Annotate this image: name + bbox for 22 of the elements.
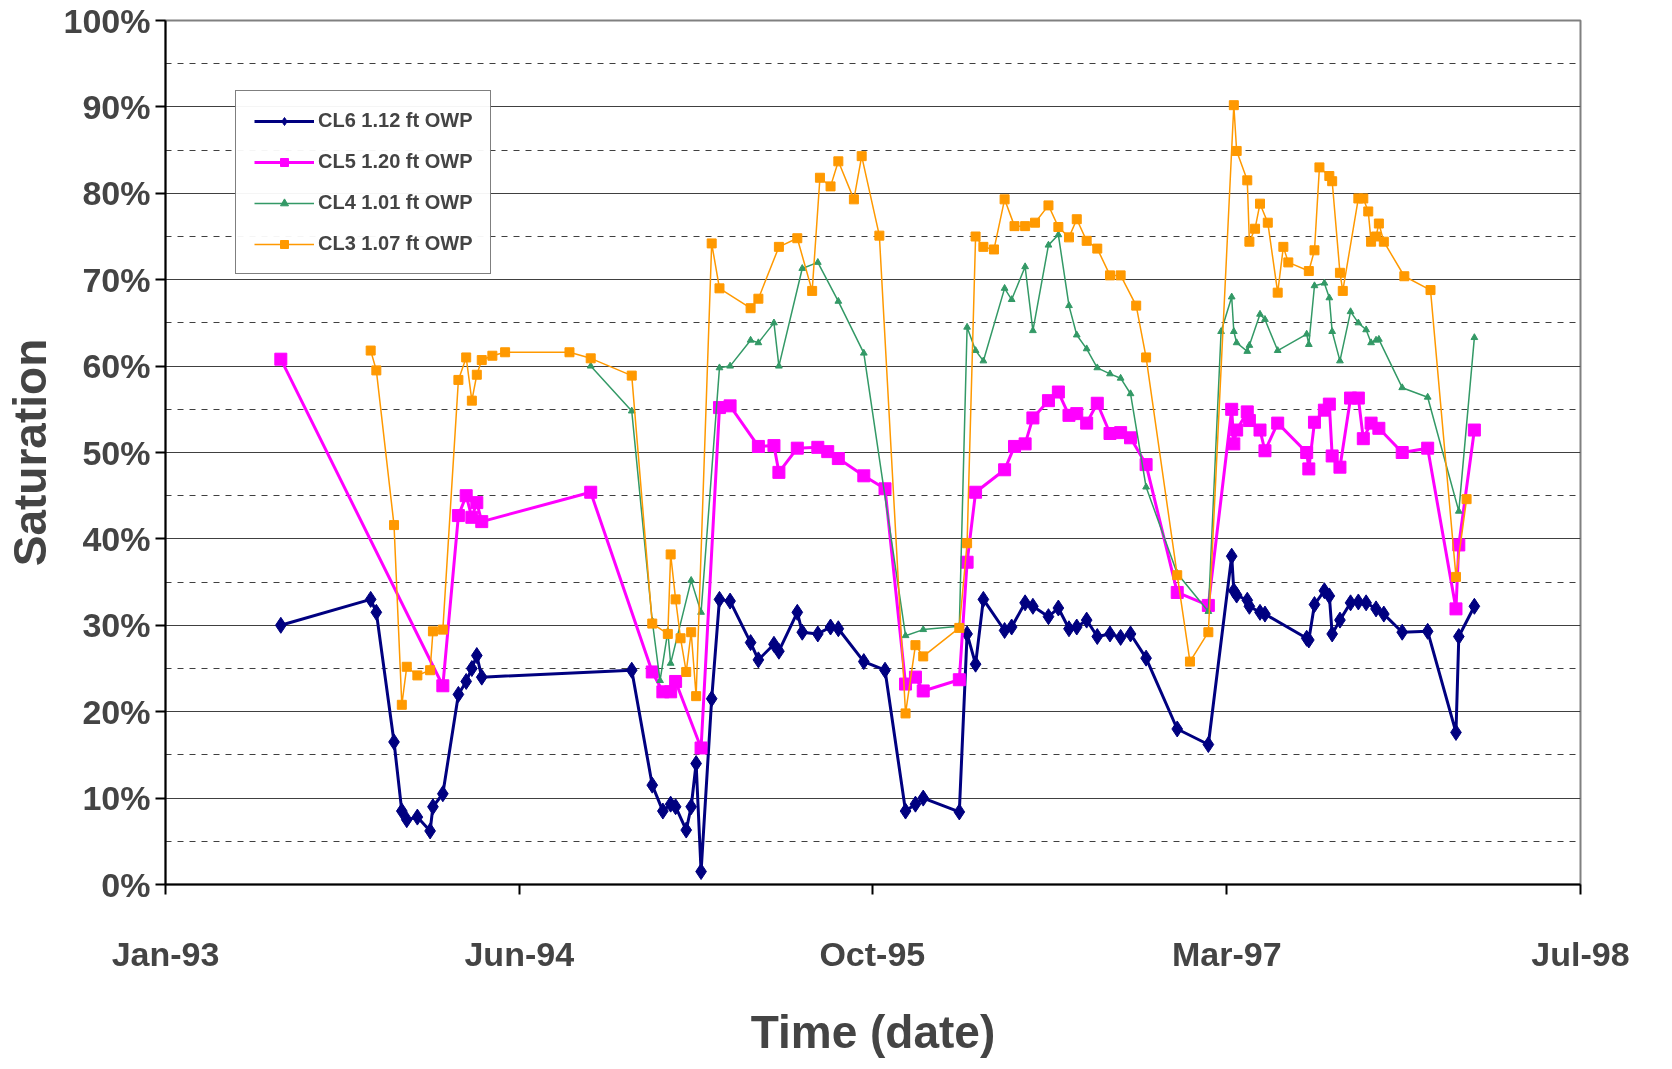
- y-tick-label: 100%: [63, 1, 151, 40]
- y-tick-label: 20%: [82, 692, 151, 731]
- y-tick-label: 0%: [101, 865, 151, 904]
- y-tick-label: 40%: [82, 519, 151, 558]
- y-tick-label: 80%: [82, 174, 151, 213]
- y-tick-label: 30%: [82, 606, 151, 645]
- x-tick-label: Jul-98: [1531, 934, 1630, 973]
- x-tick-label: Mar-97: [1171, 934, 1282, 973]
- legend-label: CL5 1.20 ft OWP: [318, 150, 473, 173]
- x-tick-label: Jun-94: [464, 934, 575, 973]
- legend-label: CL6 1.12 ft OWP: [318, 109, 473, 132]
- x-tick-label: Oct-95: [819, 934, 926, 973]
- x-axis-title: Time (date): [750, 1005, 996, 1058]
- y-tick-label: 60%: [82, 347, 151, 386]
- y-tick-label: 10%: [82, 779, 151, 818]
- legend-label: CL3 1.07 ft OWP: [318, 232, 473, 255]
- y-tick-label: 50%: [82, 433, 151, 472]
- y-tick-label: 90%: [82, 87, 151, 126]
- legend-label: CL4 1.01 ft OWP: [318, 191, 473, 214]
- y-tick-label: 70%: [82, 260, 151, 299]
- x-tick-label: Jan-93: [111, 934, 220, 973]
- y-axis-title: Saturation: [3, 338, 56, 567]
